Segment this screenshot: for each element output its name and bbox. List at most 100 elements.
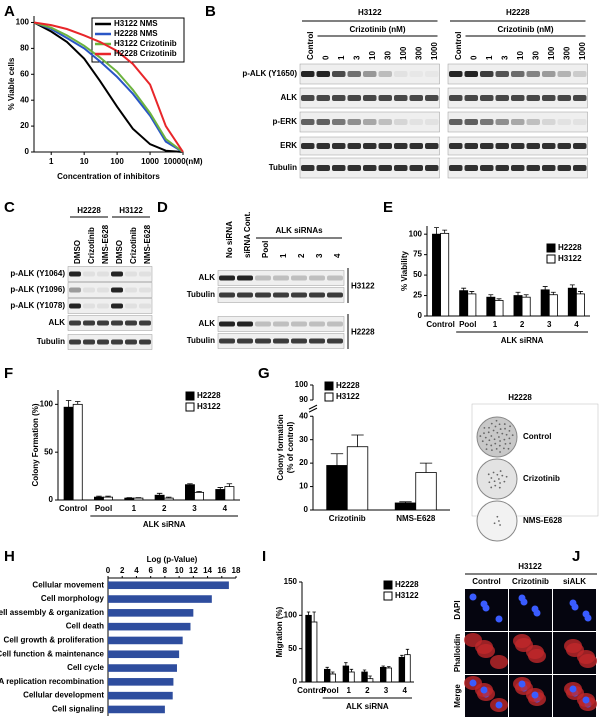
blot-band bbox=[69, 271, 81, 277]
blot-band bbox=[237, 292, 253, 298]
blot-band bbox=[327, 338, 343, 344]
blot-band bbox=[495, 165, 509, 171]
legend-label: H3122 Crizotinib bbox=[114, 39, 177, 48]
error-bar bbox=[217, 487, 224, 490]
blot-band bbox=[511, 95, 525, 101]
legend-label: H2228 NMS bbox=[114, 29, 158, 38]
blot-band bbox=[332, 119, 346, 125]
blot-band bbox=[425, 119, 439, 125]
colony bbox=[485, 443, 488, 446]
bar bbox=[184, 484, 195, 501]
blot-band bbox=[495, 119, 509, 125]
y-tick-label: 30 bbox=[299, 435, 308, 444]
colony bbox=[498, 478, 500, 480]
x-tick-label: 1 bbox=[493, 320, 498, 329]
blot-band bbox=[542, 165, 556, 171]
colony bbox=[499, 524, 501, 526]
error-bar bbox=[400, 654, 404, 658]
category-label: Cell signaling bbox=[52, 704, 104, 713]
error-bar bbox=[523, 294, 529, 298]
cell-actin bbox=[475, 640, 493, 654]
error-bar bbox=[325, 666, 329, 670]
blot-band bbox=[363, 143, 377, 149]
colony bbox=[508, 437, 511, 440]
legend-label: H3122 bbox=[395, 591, 419, 600]
lane-label: 3 bbox=[315, 253, 324, 258]
blot-band bbox=[542, 143, 556, 149]
category-label: Cell function & maintenance bbox=[0, 649, 105, 658]
category-label: Cell cycle bbox=[67, 663, 104, 672]
error-bar bbox=[515, 291, 521, 296]
cell-actin bbox=[490, 655, 508, 669]
cell-line-label: H2228 bbox=[351, 328, 375, 337]
cell-nucleus bbox=[518, 680, 526, 688]
blot-band bbox=[309, 292, 325, 298]
cell-nucleus bbox=[495, 615, 503, 623]
lane-label: NMS-E628 bbox=[143, 224, 152, 264]
error-bar bbox=[349, 668, 354, 672]
blot-strip bbox=[67, 298, 153, 314]
blot-band bbox=[255, 321, 271, 327]
category-label: DNA replication recombination bbox=[0, 677, 104, 686]
x-axis-label: Concentration of inhibitors bbox=[57, 172, 160, 181]
cell-nucleus bbox=[495, 701, 503, 709]
blot-band bbox=[511, 143, 525, 149]
blot-band bbox=[273, 338, 289, 344]
lane-label: siRNA Cont. bbox=[243, 212, 252, 258]
bar bbox=[513, 295, 523, 317]
cell-nucleus bbox=[569, 685, 577, 693]
error-bar bbox=[381, 665, 385, 668]
x-tick-label: 14 bbox=[203, 566, 212, 575]
error-bar bbox=[196, 490, 202, 493]
lane-label: 3 bbox=[500, 55, 509, 60]
x-tick-label: 4 bbox=[574, 320, 579, 329]
colony bbox=[498, 423, 501, 426]
row-label: p-ALK (Y1650) bbox=[242, 69, 297, 78]
bar bbox=[310, 621, 318, 683]
blot-band bbox=[557, 71, 571, 77]
row-label: p-ALK (Y1078) bbox=[10, 301, 65, 310]
lane-label: 100 bbox=[547, 46, 556, 60]
panel-letter: D bbox=[157, 199, 168, 216]
x-tick-label: 2 bbox=[520, 320, 525, 329]
bar bbox=[521, 296, 531, 317]
lane-label: Pool bbox=[261, 241, 270, 258]
blot-band bbox=[83, 320, 95, 326]
blot-band bbox=[139, 287, 151, 293]
legend-swatch bbox=[383, 591, 393, 601]
x-tick-label: 4 bbox=[402, 686, 407, 695]
blot-band bbox=[425, 71, 439, 77]
colony bbox=[494, 425, 497, 428]
blot-band bbox=[511, 165, 525, 171]
error-bar bbox=[187, 483, 193, 485]
error-bar bbox=[331, 671, 335, 674]
cell-nucleus bbox=[582, 610, 590, 618]
colony bbox=[498, 486, 501, 489]
blot-band bbox=[409, 143, 423, 149]
blot-band bbox=[291, 321, 307, 327]
blot-band bbox=[573, 119, 587, 125]
y-axis-label: Migration (%) bbox=[275, 606, 284, 657]
bar bbox=[398, 656, 406, 683]
blot-band bbox=[394, 143, 408, 149]
bar bbox=[329, 673, 336, 683]
blot-band bbox=[139, 303, 151, 309]
legend-swatch bbox=[383, 580, 393, 590]
blot-band bbox=[301, 165, 315, 171]
y-tick-label: 50 bbox=[413, 270, 422, 279]
y-tick-label: 75 bbox=[413, 250, 422, 259]
blot-band bbox=[83, 271, 95, 277]
blot-band bbox=[125, 320, 137, 326]
colony bbox=[498, 520, 500, 522]
blot-band bbox=[219, 292, 235, 298]
blot-band bbox=[573, 143, 587, 149]
bar bbox=[366, 678, 374, 683]
category-label: Cell assembly & organization bbox=[0, 608, 104, 617]
x-tick-label: 2 bbox=[365, 686, 370, 695]
blot-band bbox=[255, 292, 271, 298]
axis-break bbox=[308, 407, 318, 413]
blot-band bbox=[301, 95, 315, 101]
y-tick-label: 150 bbox=[284, 577, 298, 586]
